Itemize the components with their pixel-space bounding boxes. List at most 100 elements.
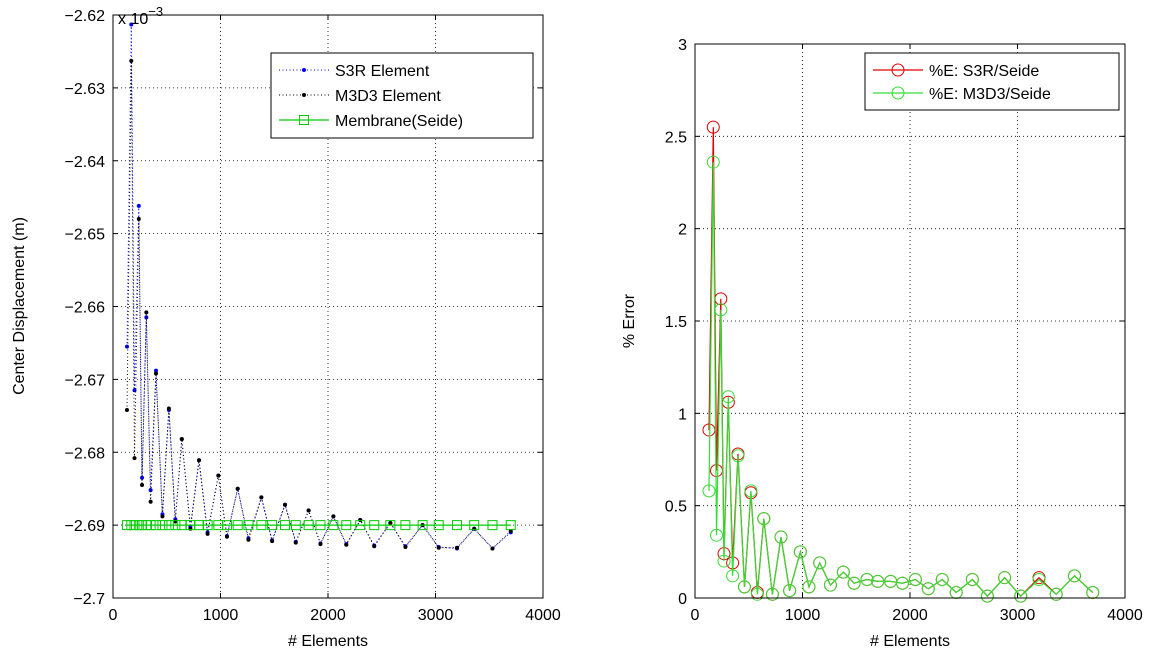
data-point [341, 520, 352, 531]
data-point [224, 534, 229, 539]
series-1 [702, 155, 1100, 603]
left-plot-xlabel: # Elements [288, 633, 368, 650]
left-plot-y-exponent: x 10−3 [118, 4, 163, 28]
data-point [1014, 589, 1028, 603]
data-point [455, 545, 459, 550]
data-point [315, 520, 326, 531]
data-point [871, 574, 885, 588]
data-point [221, 520, 232, 531]
data-point [921, 582, 935, 596]
data-point [124, 344, 129, 349]
data-point [154, 368, 158, 373]
data-point [400, 520, 411, 531]
data-point [160, 514, 165, 519]
legend-marker [302, 68, 306, 72]
right-plot: 0 1000 2000 3000 4000 0 0.5 1 1.5 2 2.5 3 # Element… [621, 37, 1143, 650]
y-tick-label: −2.65 [65, 227, 106, 244]
data-point [1032, 573, 1046, 587]
y-tick-label: 3 [678, 37, 687, 54]
data-point [793, 545, 807, 559]
x-tick-label: 4000 [525, 607, 561, 624]
data-point [813, 556, 827, 570]
data-point [154, 371, 158, 376]
data-point [452, 520, 462, 531]
data-point [706, 120, 720, 134]
y-tick-label: 2 [678, 222, 687, 239]
legend-box [864, 52, 1120, 111]
data-point [731, 449, 745, 463]
data-point [802, 580, 816, 594]
x-tick-label: 0 [109, 607, 118, 624]
data-point [702, 423, 716, 437]
data-point [246, 537, 251, 542]
data-point [140, 475, 145, 480]
data-point [235, 486, 240, 491]
data-point [132, 456, 137, 461]
data-point [980, 589, 994, 603]
y-tick-label: −2.63 [65, 81, 106, 98]
y-tick-label: 0.5 [665, 499, 687, 516]
right-plot-ylabel: % Error [621, 293, 638, 348]
x-tick-label: 1000 [203, 607, 239, 624]
legend-label: S3R Element [335, 63, 430, 80]
data-point [140, 483, 145, 488]
data-point [385, 520, 396, 531]
data-point [188, 526, 193, 531]
right-plot-ticks: 0 1000 2000 3000 4000 0 0.5 1 1.5 2 2.5 3 [665, 37, 1143, 624]
y-tick-label: −2.64 [65, 154, 106, 171]
x-tick-label: 3000 [1000, 607, 1036, 624]
y-tick-label: 1 [678, 406, 687, 423]
data-point [136, 217, 141, 222]
data-point [436, 545, 441, 550]
series-2 [121, 520, 516, 531]
data-point [145, 520, 156, 531]
data-point [823, 578, 837, 592]
data-point [737, 580, 751, 594]
data-point [836, 565, 850, 579]
x-tick-label: 2000 [892, 607, 928, 624]
legend-label: Membrane(Seide) [335, 113, 463, 130]
right-plot-series [702, 120, 1100, 603]
data-point [344, 542, 349, 547]
data-point [129, 22, 134, 27]
data-point [369, 520, 380, 531]
data-point [136, 203, 141, 208]
data-point [860, 573, 874, 587]
data-point [290, 520, 301, 531]
data-point [750, 587, 764, 601]
y-tick-label: −2.68 [65, 445, 106, 462]
data-point [197, 458, 201, 463]
series-line [708, 162, 1094, 598]
legend-marker [891, 86, 905, 100]
data-point [243, 520, 254, 531]
data-point [144, 315, 149, 320]
data-point [216, 473, 221, 478]
data-point [403, 544, 408, 549]
data-point [267, 520, 278, 531]
data-point [1049, 587, 1063, 601]
data-point [306, 508, 311, 513]
data-point [847, 576, 861, 590]
data-point [144, 310, 149, 315]
legend-marker [302, 93, 306, 97]
data-point [783, 584, 797, 598]
y-tick-label: 0 [678, 591, 687, 608]
data-point [487, 520, 498, 531]
data-point [202, 520, 213, 531]
data-point [472, 526, 477, 531]
y-tick-label: 2.5 [665, 129, 687, 146]
data-point [702, 484, 716, 498]
data-point [205, 531, 210, 536]
y-tick-label: −2.66 [65, 300, 106, 317]
data-point [151, 520, 161, 531]
legend-marker [891, 63, 905, 77]
data-point [358, 518, 363, 523]
right-plot-legend: %E: S3R/Seide %E: M3D3/Seide [864, 52, 1120, 111]
data-point [170, 520, 181, 531]
right-plot-xlabel: # Elements [870, 633, 950, 650]
legend-label: %E: M3D3/Seide [929, 86, 1051, 103]
data-point [714, 303, 728, 317]
data-point [935, 573, 949, 587]
data-point [1067, 569, 1081, 583]
